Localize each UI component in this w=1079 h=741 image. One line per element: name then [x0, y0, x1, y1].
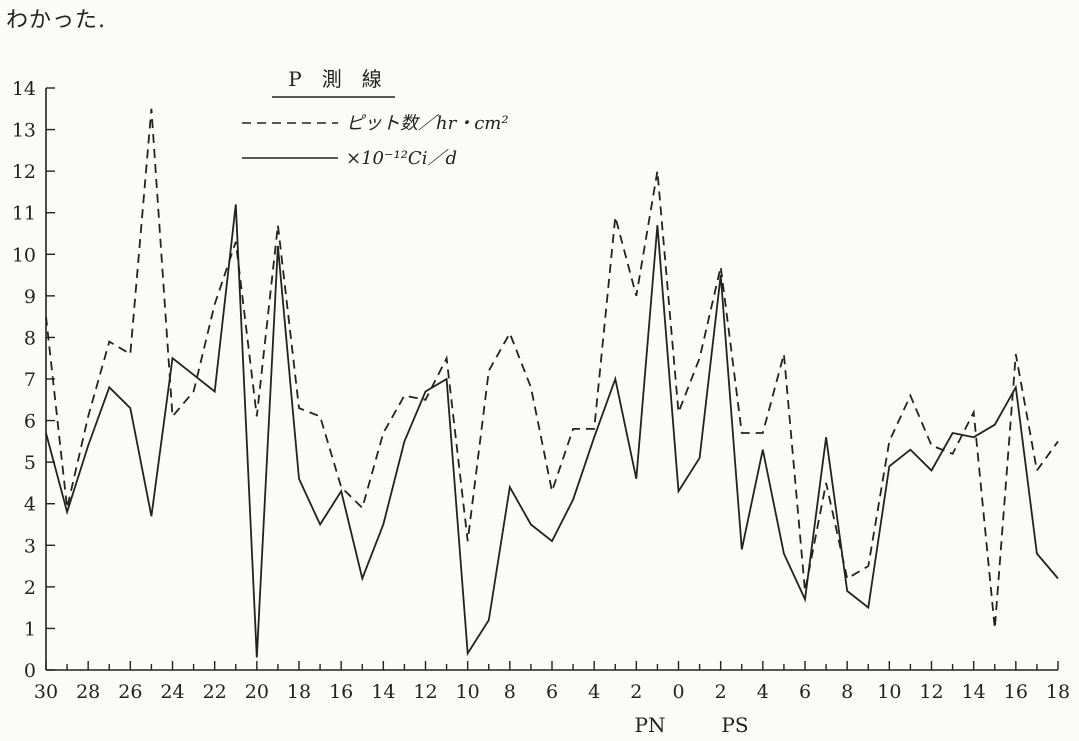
y-tick-label: 7: [24, 369, 36, 391]
y-tick-label: 3: [24, 535, 36, 557]
x-tick-label: 18: [1046, 681, 1070, 703]
x-tick-label: 10: [877, 681, 901, 703]
y-tick-label: 4: [24, 494, 36, 516]
x-tick-label: 6: [546, 681, 558, 703]
x-tick-label: 20: [245, 681, 269, 703]
y-tick-label: 11: [12, 203, 36, 225]
x-tick-label: 0: [672, 681, 684, 703]
x-tick-label: 30: [34, 681, 58, 703]
x-tick-label: 26: [118, 681, 142, 703]
y-tick-label: 9: [24, 286, 36, 308]
x-tick-label: 10: [456, 681, 480, 703]
y-tick-label: 2: [24, 577, 36, 599]
series-lines: [45, 108, 1059, 658]
x-tick-label: 2: [630, 681, 642, 703]
x-tick-label: 6: [799, 681, 811, 703]
x-ticks: 30 28 26 24 22 20 18 16 14 12 10 8 6 4 2 0 2 4 6 8 10 12 14 16 1…: [34, 661, 1070, 703]
y-tick-label: 10: [12, 244, 36, 266]
y-tick-label: 1: [24, 618, 36, 640]
y-tick-label: 0: [24, 660, 36, 682]
lead-text: わかった.: [6, 8, 106, 33]
x-tick-label: 12: [919, 681, 943, 703]
x-tick-label: 22: [203, 681, 227, 703]
x-tick-label: 16: [329, 681, 353, 703]
series-line-ci: [45, 204, 1059, 658]
y-tick-label: 14: [12, 78, 36, 100]
x-tick-label: 18: [287, 681, 311, 703]
x-tick-label: 8: [841, 681, 853, 703]
y-tick-label: 5: [24, 452, 36, 474]
x-tick-label: 14: [962, 681, 986, 703]
x-tick-label: 4: [757, 681, 769, 703]
x-label-ps: PS: [721, 713, 748, 737]
x-tick-label: 8: [504, 681, 516, 703]
x-tick-label: 28: [76, 681, 100, 703]
y-tick-label: 6: [24, 411, 36, 433]
x-tick-label: 16: [1004, 681, 1028, 703]
y-tick-label: 12: [12, 161, 36, 183]
y-tick-label: 8: [24, 327, 36, 349]
series-line-pits: [45, 108, 1059, 629]
y-tick-label: 13: [12, 120, 36, 142]
x-tick-label: 12: [413, 681, 437, 703]
x-label-pn: PN: [635, 713, 666, 737]
legend-label-pits: ピット数／hr・cm²: [346, 113, 509, 134]
x-tick-label: 14: [371, 681, 395, 703]
legend: P 測 線 ピット数／hr・cm² ×10⁻¹²Ci／d: [242, 67, 509, 169]
x-tick-label: 2: [715, 681, 727, 703]
x-tick-label: 24: [160, 681, 184, 703]
x-tick-label: 4: [588, 681, 600, 703]
legend-label-ci: ×10⁻¹²Ci／d: [346, 148, 457, 169]
chart-title: P 測 線: [288, 67, 381, 91]
